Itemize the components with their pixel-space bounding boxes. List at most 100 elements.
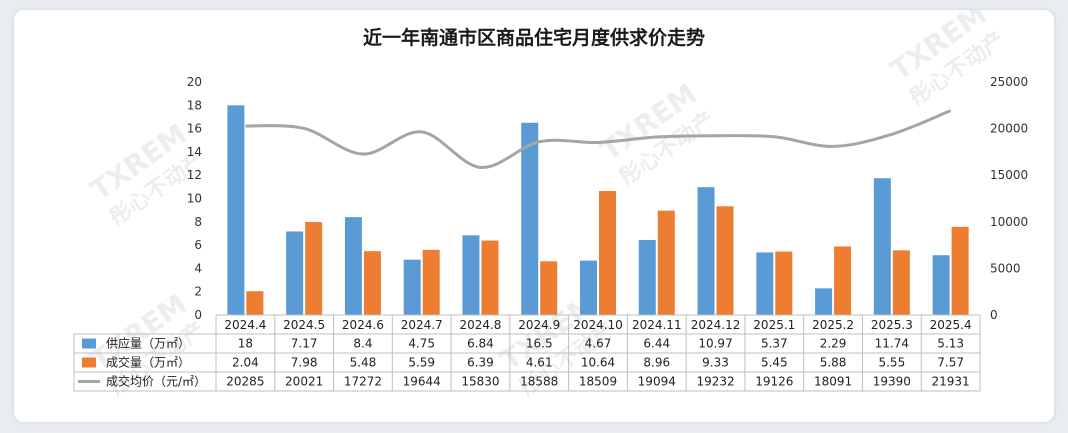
bar-deal [892,250,910,315]
y-left-tick: 18 [187,98,202,112]
x-tick-label: 2024.5 [283,318,325,332]
data-label: 5.88 [820,356,847,370]
bar-supply [521,122,539,316]
data-label: 7.57 [937,356,964,370]
x-tick-label: 2024.7 [401,318,443,332]
x-tick-label: 2025.1 [753,318,795,332]
data-label: 2.29 [820,337,847,351]
bar-supply [638,239,656,315]
bar-supply [580,260,597,315]
data-label: 20021 [285,375,323,389]
bar-deal [834,246,852,315]
y-right-tick: 20000 [990,122,1028,136]
bar-deal [716,206,734,315]
data-label: 6.39 [467,356,494,370]
y-left-tick: 14 [187,145,202,159]
data-label: 8.96 [643,356,670,370]
y-left-tick: 4 [194,261,202,275]
data-label: 10.97 [698,337,732,351]
bar-deal [422,249,440,315]
x-tick-label: 2025.2 [812,318,854,332]
y-right-tick: 5000 [990,261,1021,275]
data-label: 10.64 [581,356,615,370]
data-label: 18 [238,337,253,351]
data-label: 2.04 [232,356,259,370]
bar-supply [697,187,715,315]
bars [227,105,969,316]
data-label: 18091 [814,375,852,389]
y-right-tick: 0 [990,308,998,322]
data-label: 7.98 [291,356,318,370]
data-label: 5.13 [937,337,964,351]
x-tick-label: 2024.11 [632,318,682,332]
y-left-tick: 16 [187,122,202,136]
data-label: 16.5 [526,337,553,351]
legend-swatch [82,338,96,349]
bar-deal [540,261,558,315]
chart-svg: 近一年南通市区商品住宅月度供求价走势 TXREM彤心不动产TXREM彤心不动产T… [73,10,1028,401]
y-right-tick: 10000 [990,215,1028,229]
data-label: 19094 [638,375,676,389]
bar-deal [363,251,381,315]
data-label: 9.33 [702,356,729,370]
data-label: 11.74 [875,337,909,351]
price-line-path [245,109,952,169]
bar-deal [599,191,616,315]
legend-entry: 成交均价（元/㎡） [106,374,206,389]
bar-supply [932,255,950,315]
chart-card: 近一年南通市区商品住宅月度供求价走势 TXREM 彤心不动产 TXREM 彤心不动产 T… [14,10,1054,422]
data-label: 19232 [696,375,734,389]
y-left-tick: 0 [194,308,202,322]
y-left-tick: 10 [187,192,202,206]
y-right-tick: 15000 [990,168,1028,182]
bar-supply [403,259,421,315]
x-tick-label: 2024.8 [459,318,501,332]
data-label: 6.84 [467,337,494,351]
bar-deal [481,240,499,315]
y-left-tick: 12 [187,168,202,182]
bar-supply [756,252,774,315]
bar-supply [815,288,833,315]
bar-deal [305,222,323,315]
data-label: 6.44 [643,337,670,351]
x-tick-label: 2024.10 [573,318,623,332]
data-label: 5.45 [761,356,788,370]
bar-supply [344,217,362,315]
data-label: 5.37 [761,337,788,351]
data-label: 19126 [755,375,793,389]
chart-title: 近一年南通市区商品住宅月度供求价走势 [363,26,705,49]
bar-supply [873,178,891,315]
y-left-tick: 8 [194,215,202,229]
x-tick-label: 2024.12 [691,318,741,332]
data-label: 17272 [344,375,382,389]
y-left-tick: 6 [194,238,202,252]
x-tick-label: 2025.3 [871,318,913,332]
data-label: 4.67 [585,337,612,351]
data-label: 20285 [226,375,264,389]
data-label: 5.59 [408,356,435,370]
data-label: 4.61 [526,356,553,370]
data-label: 7.17 [291,337,318,351]
y-right-tick: 25000 [990,75,1028,89]
y-left-tick: 20 [187,75,202,89]
data-label: 21931 [932,375,970,389]
data-label: 18509 [579,375,617,389]
data-label: 15830 [461,375,499,389]
data-label: 4.75 [408,337,435,351]
bar-deal [951,226,969,315]
bar-supply [462,235,480,315]
x-tick-label: 2025.4 [930,318,972,332]
data-label: 8.4 [353,337,372,351]
legend-entry: 成交量（万㎡） [106,355,190,370]
x-tick-label: 2024.9 [518,318,560,332]
bar-deal [775,251,793,315]
data-label: 5.55 [878,356,905,370]
data-label: 19390 [873,375,911,389]
bar-deal [657,210,675,315]
data-table: 2024.4 2024.5 2024.6 2024.7 2024.8 2024.9 2024… [73,314,981,392]
legend-swatch [82,357,96,368]
price-line [245,109,952,169]
data-label: 18588 [520,375,558,389]
